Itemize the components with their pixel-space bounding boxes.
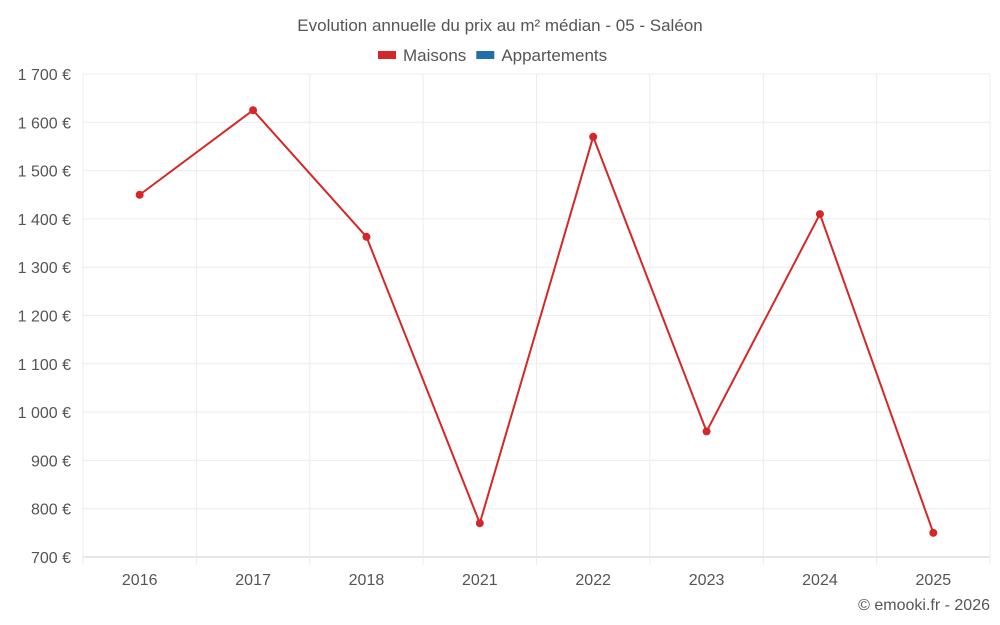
x-tick-label: 2023 bbox=[689, 572, 725, 589]
legend: Maisons Appartements bbox=[378, 46, 607, 65]
x-tick-label: 2021 bbox=[462, 572, 498, 589]
x-tick-label: 2017 bbox=[235, 572, 271, 589]
y-tick-label: 900 € bbox=[31, 453, 71, 470]
x-tick-label: 2016 bbox=[122, 572, 158, 589]
data-point bbox=[135, 190, 144, 199]
chart-title: Evolution annuelle du prix au m² médian … bbox=[297, 16, 702, 35]
y-tick-label: 1 000 € bbox=[18, 405, 71, 422]
y-tick-label: 1 600 € bbox=[18, 115, 71, 132]
x-tick-label: 2022 bbox=[575, 572, 611, 589]
legend-swatch bbox=[378, 51, 396, 59]
x-tick-label: 2018 bbox=[349, 572, 385, 589]
data-point bbox=[815, 210, 824, 219]
credit: © emooki.fr - 2026 bbox=[858, 597, 990, 614]
y-tick-label: 1 300 € bbox=[18, 260, 71, 277]
data-point bbox=[362, 232, 371, 241]
series-line bbox=[139, 108, 935, 534]
axes: 700 € 800 € 900 € 1 000 € 1 100 € 1 200 € 1 30… bbox=[18, 67, 952, 589]
data-point bbox=[929, 528, 938, 537]
y-tick-label: 1 700 € bbox=[18, 67, 71, 84]
x-tick-label: 2024 bbox=[802, 572, 838, 589]
y-tick-label: 1 500 € bbox=[18, 164, 71, 181]
legend-swatch bbox=[476, 51, 495, 59]
grid bbox=[82, 73, 991, 565]
y-tick-label: 1 400 € bbox=[18, 212, 71, 229]
data-point bbox=[702, 427, 711, 436]
legend-label: Maisons bbox=[403, 46, 466, 65]
data-point bbox=[589, 132, 598, 141]
y-tick-label: 1 200 € bbox=[18, 309, 71, 326]
x-tick-label: 2025 bbox=[916, 572, 952, 589]
y-tick-label: 700 € bbox=[31, 550, 71, 567]
series bbox=[135, 106, 938, 537]
y-tick-label: 1 100 € bbox=[18, 357, 71, 374]
legend-label: Appartements bbox=[501, 46, 607, 65]
data-point bbox=[475, 519, 484, 528]
data-point bbox=[249, 106, 258, 115]
y-tick-label: 800 € bbox=[31, 502, 71, 519]
